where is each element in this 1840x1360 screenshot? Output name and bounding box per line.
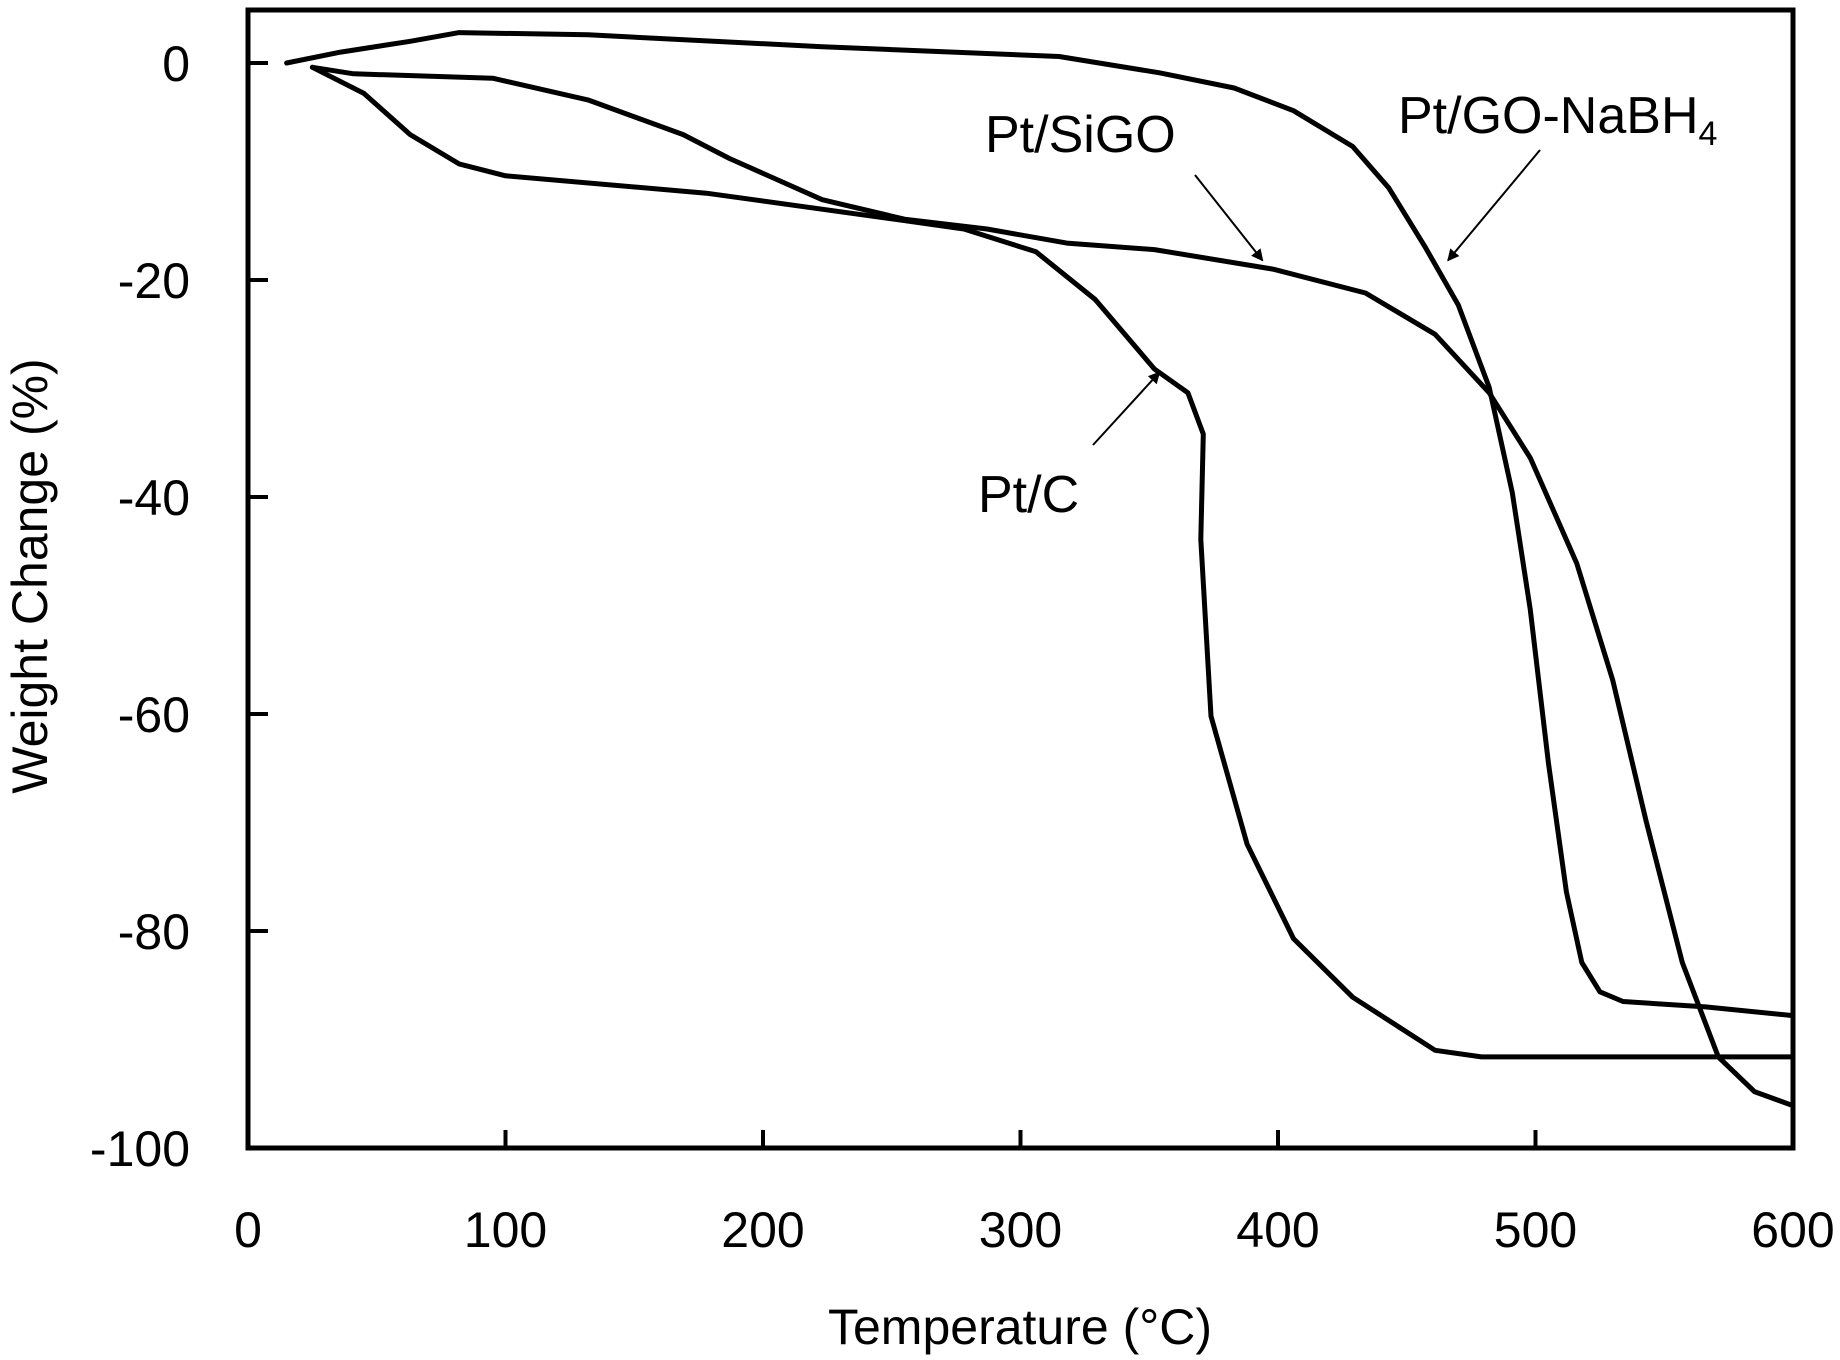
series-line-pt-go-nabh4 [284, 30, 1796, 1019]
x-tick-label: 600 [1751, 1202, 1834, 1258]
series-line-pt-sigo [309, 64, 1796, 1109]
series-line-pt-c [309, 64, 1796, 1060]
annotation-text: Pt/GO-NaBH [1398, 87, 1699, 145]
x-tick-label: 300 [979, 1202, 1062, 1258]
annotation-arrow [1194, 174, 1264, 262]
annotation-text: Pt/SiGO [985, 106, 1176, 164]
x-tick-label: 400 [1236, 1202, 1319, 1258]
y-tick-label: 0 [162, 36, 190, 92]
annotation-arrow [1092, 371, 1161, 446]
annotation-subscript: 4 [1699, 115, 1718, 153]
y-tick-label: -40 [118, 470, 190, 526]
annotation-text: Pt/C [978, 466, 1079, 524]
annotation-label: Pt/SiGO [985, 106, 1176, 164]
annotations: Pt/SiGO Pt/GO-NaBH4 Pt/C [978, 87, 1717, 524]
plot-frame [245, 7, 1796, 1151]
y-axis-title: Weight Change (%) [2, 358, 58, 793]
annotation-arrow [1447, 149, 1541, 262]
annotation-label: Pt/GO-NaBH4 [1398, 87, 1717, 153]
y-tick-label: -60 [118, 687, 190, 743]
x-tick-label: 0 [234, 1202, 262, 1258]
x-tick-label: 500 [1494, 1202, 1577, 1258]
x-tick-label: 200 [721, 1202, 804, 1258]
series-group [284, 30, 1796, 1109]
ticks: 0 100 200 300 400 500 600 0 -20 -40 -60 -80 -100 [90, 36, 1835, 1258]
annotation-label: Pt/C [978, 466, 1079, 524]
x-tick-label: 100 [464, 1202, 547, 1258]
x-axis-title: Temperature (°C) [828, 1299, 1212, 1355]
y-tick-label: -80 [118, 904, 190, 960]
y-tick-label: -100 [90, 1121, 190, 1177]
y-tick-label: -20 [118, 253, 190, 309]
